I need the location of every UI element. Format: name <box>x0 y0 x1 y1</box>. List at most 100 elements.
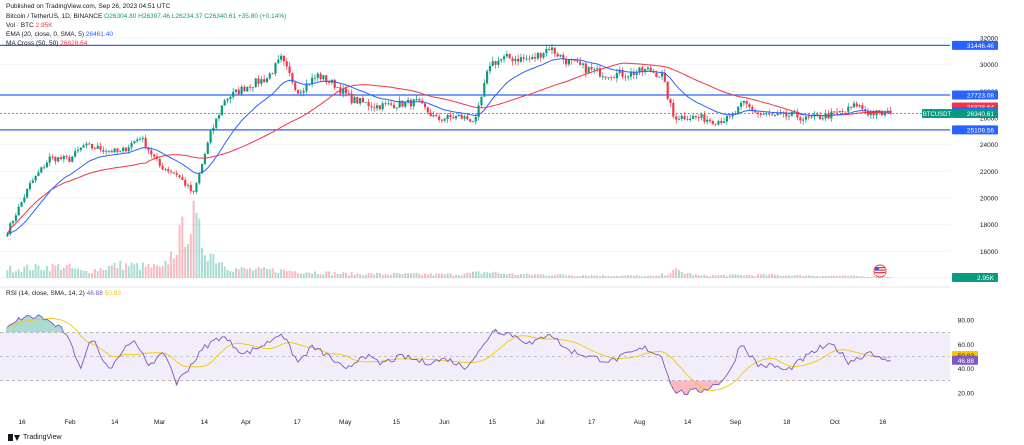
ema-legend[interactable]: EMA (20, close, 0, SMA, 5) 26461.40 <box>6 31 113 39</box>
volume-bar <box>562 274 565 278</box>
ma-legend[interactable]: MA Cross (50, 50) 26828.64 <box>6 40 87 48</box>
volume-bar <box>618 276 621 278</box>
volume-bar <box>700 275 703 278</box>
candle-body <box>119 151 122 152</box>
symbol-name[interactable]: Bitcoin / TetherUS, 1D, BINANCE <box>6 13 103 20</box>
symbol-tag-bg <box>922 108 952 118</box>
brand-name: TradingView <box>23 434 62 441</box>
volume-bar <box>768 274 771 278</box>
volume-bar <box>669 273 672 278</box>
candlesticks[interactable] <box>6 44 892 238</box>
tradingview-logo[interactable]: TradingView <box>8 434 62 441</box>
candle-body <box>62 156 65 159</box>
candle-body <box>220 105 223 116</box>
volume-bar <box>486 272 489 278</box>
volume-bar <box>31 270 34 278</box>
time-tick-label: Sep <box>730 419 742 426</box>
time-tick-label: 15 <box>489 419 497 426</box>
time-tick-label: 18 <box>783 419 791 426</box>
candle-body <box>878 110 881 112</box>
candle-body <box>429 112 432 117</box>
candle-body <box>692 116 695 119</box>
volume-legend[interactable]: Vol · BTC 2.95K <box>6 22 53 30</box>
candle-body <box>550 47 554 51</box>
volume-bar <box>590 274 593 278</box>
volume-bar <box>440 273 443 278</box>
candle-body <box>505 54 508 57</box>
time-tick-label: Feb <box>64 419 76 426</box>
rsi-tick-label: 40.00 <box>958 366 975 373</box>
rsi-value: 46.88 <box>86 290 103 297</box>
candle-body <box>883 112 887 116</box>
candle-body <box>765 113 768 115</box>
candle-body <box>20 201 23 207</box>
candle-body <box>378 105 381 110</box>
candle-body <box>601 76 604 78</box>
candle-body <box>621 70 624 77</box>
price-tick-label: 26000 <box>980 116 998 123</box>
rsi-oversold-fill <box>175 380 723 395</box>
volume-bar <box>316 274 319 278</box>
volume-bar <box>240 267 243 278</box>
candle-body <box>11 220 15 224</box>
candle-body <box>474 116 477 122</box>
candle-body <box>810 116 813 118</box>
candle-body <box>280 55 283 60</box>
symbol-legend[interactable]: Bitcoin / TetherUS, 1D, BINANCE O26304.8… <box>6 13 286 21</box>
candle-body <box>469 119 472 122</box>
volume-bar <box>514 274 517 278</box>
candle-body <box>737 106 740 114</box>
price-tick-label: 30000 <box>980 62 998 69</box>
price-tag-bg <box>952 125 998 135</box>
volume-bar <box>638 275 641 278</box>
rsi-legend[interactable]: RSI (14, close, SMA, 14, 2) 46.88 50.83 <box>6 290 121 298</box>
candle-body <box>480 96 483 106</box>
flag-icon[interactable] <box>873 264 887 278</box>
volume-bar <box>181 216 184 278</box>
candle-body <box>426 107 429 113</box>
volume-bar <box>353 274 356 278</box>
price-axis[interactable]: 1400016000180002000022000240002600028000… <box>980 36 998 283</box>
volume-bar <box>666 274 669 278</box>
volume-bar <box>728 274 731 278</box>
candle-body <box>548 48 551 51</box>
volume-bar <box>652 276 655 278</box>
candle-body <box>212 127 215 131</box>
volume-bar <box>457 275 460 278</box>
candle-body <box>404 101 407 107</box>
candle-body <box>711 121 714 124</box>
candle-body <box>675 116 678 120</box>
tradingview-icon <box>8 434 20 441</box>
volume-bar <box>209 253 212 278</box>
candle-body <box>26 188 29 198</box>
volume-bar <box>313 271 316 278</box>
volume-bar <box>192 200 195 278</box>
candle-body <box>525 58 528 60</box>
time-axis[interactable]: 16 Feb 14 Mar 14 Apr 17 May 15 Jun 15 Jul 17 Aug 14 Sep… <box>18 419 886 426</box>
candle-body <box>209 130 212 143</box>
published-line: Published on TradingView.com, Sep 26, 20… <box>6 3 170 11</box>
candle-body <box>821 118 824 120</box>
volume-bar <box>367 273 370 278</box>
candle-body <box>776 113 779 115</box>
candle-body <box>652 71 655 73</box>
candle-body <box>390 103 393 105</box>
candle-body <box>680 115 683 119</box>
candle-body <box>342 88 345 94</box>
candle-body <box>720 120 723 123</box>
volume-bar <box>864 276 867 278</box>
volume-bar <box>74 268 77 278</box>
horizontal-levels[interactable] <box>0 44 950 131</box>
volume-bar <box>686 273 689 278</box>
candle-body <box>226 99 229 101</box>
symbol-tag-label: BTCUSDT <box>923 112 952 118</box>
volume-bar <box>82 270 85 278</box>
candle-body <box>373 107 376 109</box>
volume-bar <box>113 262 116 278</box>
volume-bar <box>14 271 17 278</box>
volume-bar <box>604 275 607 278</box>
volume-bar <box>508 273 511 278</box>
candle-body <box>869 112 872 116</box>
